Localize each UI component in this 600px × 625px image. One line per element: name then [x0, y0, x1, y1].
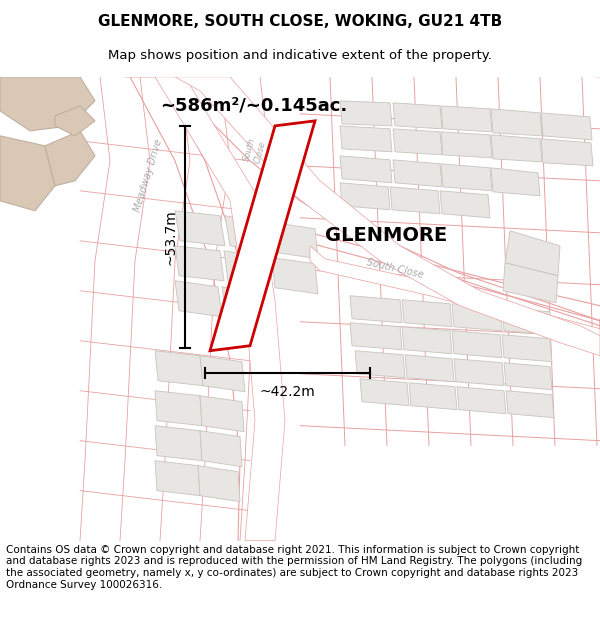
- Text: GLENMORE: GLENMORE: [325, 226, 447, 245]
- Polygon shape: [200, 356, 245, 392]
- Polygon shape: [355, 351, 405, 378]
- Polygon shape: [457, 387, 506, 414]
- Polygon shape: [155, 426, 202, 461]
- Polygon shape: [155, 461, 200, 496]
- Polygon shape: [454, 359, 504, 386]
- Polygon shape: [503, 262, 558, 302]
- Polygon shape: [393, 103, 442, 129]
- Text: ~586m²/~0.145ac.: ~586m²/~0.145ac.: [160, 97, 347, 115]
- Polygon shape: [222, 287, 269, 324]
- Polygon shape: [55, 106, 95, 136]
- Polygon shape: [350, 322, 402, 350]
- Polygon shape: [541, 139, 593, 166]
- Text: South
Close: South Close: [242, 137, 268, 165]
- Polygon shape: [200, 431, 242, 467]
- Polygon shape: [0, 77, 95, 131]
- Polygon shape: [440, 191, 490, 218]
- Text: Map shows position and indicative extent of the property.: Map shows position and indicative extent…: [108, 49, 492, 62]
- Polygon shape: [200, 396, 244, 432]
- Polygon shape: [441, 106, 492, 132]
- Polygon shape: [505, 231, 560, 276]
- Text: South Close: South Close: [365, 258, 424, 280]
- Polygon shape: [272, 258, 318, 294]
- Polygon shape: [402, 300, 452, 327]
- Polygon shape: [360, 379, 409, 406]
- Polygon shape: [504, 362, 552, 390]
- Polygon shape: [198, 466, 240, 502]
- Polygon shape: [340, 183, 390, 210]
- Text: ~53.7m: ~53.7m: [163, 209, 177, 264]
- Polygon shape: [125, 77, 285, 541]
- Polygon shape: [491, 109, 542, 136]
- Text: Meadway Drive: Meadway Drive: [132, 138, 164, 213]
- Polygon shape: [405, 355, 454, 382]
- Polygon shape: [175, 211, 225, 246]
- Polygon shape: [210, 121, 315, 351]
- Polygon shape: [340, 101, 392, 126]
- Polygon shape: [310, 246, 600, 341]
- Polygon shape: [224, 251, 272, 288]
- Polygon shape: [491, 168, 540, 196]
- Polygon shape: [502, 308, 552, 335]
- Polygon shape: [390, 187, 440, 214]
- Polygon shape: [393, 129, 442, 155]
- Polygon shape: [275, 222, 318, 259]
- Polygon shape: [45, 131, 95, 186]
- Polygon shape: [491, 135, 542, 162]
- Polygon shape: [409, 382, 457, 410]
- Polygon shape: [350, 296, 402, 322]
- Text: Contains OS data © Crown copyright and database right 2021. This information is : Contains OS data © Crown copyright and d…: [6, 545, 582, 589]
- Polygon shape: [506, 391, 554, 418]
- Polygon shape: [541, 113, 592, 140]
- Polygon shape: [155, 391, 202, 426]
- Polygon shape: [393, 160, 442, 187]
- Polygon shape: [502, 335, 552, 362]
- Polygon shape: [402, 327, 452, 354]
- Polygon shape: [340, 156, 392, 183]
- Polygon shape: [175, 281, 222, 317]
- Polygon shape: [175, 77, 600, 356]
- Polygon shape: [452, 331, 502, 357]
- Text: GLENMORE, SOUTH CLOSE, WOKING, GU21 4TB: GLENMORE, SOUTH CLOSE, WOKING, GU21 4TB: [98, 14, 502, 29]
- Polygon shape: [441, 164, 492, 191]
- Text: ~42.2m: ~42.2m: [260, 385, 316, 399]
- Polygon shape: [340, 126, 392, 152]
- Polygon shape: [175, 246, 224, 281]
- Polygon shape: [452, 304, 502, 331]
- Polygon shape: [225, 216, 275, 252]
- Polygon shape: [441, 132, 492, 158]
- Polygon shape: [155, 351, 203, 386]
- Polygon shape: [0, 136, 55, 211]
